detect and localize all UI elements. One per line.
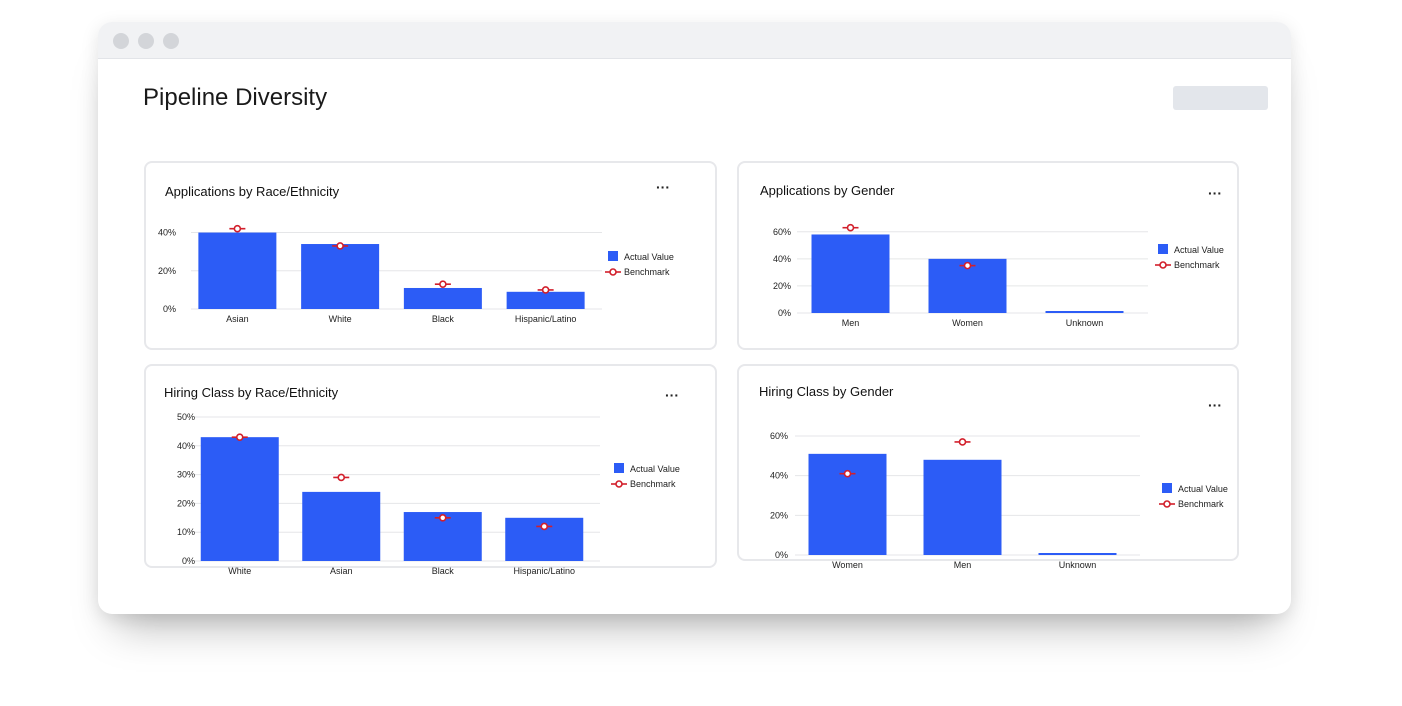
x-tick-label: Black: [432, 566, 455, 576]
window-dot-close[interactable]: [113, 33, 129, 49]
bar-white[interactable]: [200, 437, 279, 561]
page-title: Pipeline Diversity: [143, 84, 328, 111]
y-tick-label: 10%: [177, 527, 195, 537]
benchmark-marker[interactable]: [541, 286, 550, 294]
x-tick-label: Men: [954, 560, 972, 570]
legend-actual-label: Actual Value: [630, 464, 680, 474]
benchmark-marker[interactable]: [963, 261, 972, 270]
bar-white[interactable]: [301, 244, 380, 309]
y-tick-label: 50%: [177, 412, 195, 422]
chart-svg: 0% 20% 40% 60% Women Men Unknown Actual Value Be…: [770, 431, 1228, 570]
y-tick-label: 40%: [770, 471, 788, 481]
x-tick-label: White: [228, 566, 251, 576]
chart-title: Applications by Race/Ethnicity: [165, 184, 340, 199]
bar-hispanic-latino[interactable]: [506, 291, 585, 309]
legend-benchmark-label: Benchmark: [1178, 499, 1224, 509]
legend-benchmark-label: Benchmark: [624, 267, 670, 277]
y-tick-label: 30%: [177, 470, 195, 480]
browser-window: Pipeline Diversity Applications by Race/…: [98, 22, 1291, 614]
y-tick-label: 20%: [158, 266, 176, 276]
window-dot-minimize[interactable]: [138, 33, 154, 49]
legend-actual-swatch: [608, 251, 618, 261]
x-tick-label: Asian: [330, 566, 353, 576]
more-options-icon[interactable]: ···: [1208, 185, 1222, 201]
legend-benchmark-marker: [609, 268, 617, 276]
y-tick-label: 60%: [773, 227, 791, 237]
legend-actual-swatch: [1162, 483, 1172, 493]
x-tick-label: White: [329, 314, 352, 324]
legend-actual-swatch: [614, 463, 624, 473]
bar-asian[interactable]: [302, 491, 381, 561]
legend-benchmark-marker: [615, 480, 623, 488]
x-tick-label: Men: [842, 318, 860, 328]
x-tick-label: Black: [432, 314, 455, 324]
y-tick-label: 0%: [778, 308, 791, 318]
card-hiring-race: Hiring Class by Race/Ethnicity ··· 0% 10%…: [144, 364, 717, 576]
more-options-icon[interactable]: ···: [1208, 397, 1222, 413]
y-tick-label: 60%: [770, 431, 788, 441]
y-tick-label: 0%: [775, 550, 788, 560]
legend-benchmark-marker: [1163, 500, 1171, 508]
x-tick-label: Hispanic/Latino: [513, 566, 575, 576]
chart-title: Applications by Gender: [760, 183, 895, 198]
bar-asian[interactable]: [198, 232, 277, 309]
more-options-icon[interactable]: ···: [665, 387, 679, 403]
benchmark-marker[interactable]: [235, 433, 244, 441]
y-tick-label: 20%: [770, 510, 788, 520]
chart-svg: 0% 20% 40% 60% Men Women Unknown Actual Value Be…: [773, 223, 1224, 328]
x-tick-label: Unknown: [1059, 560, 1097, 570]
card-hiring-gender: Hiring Class by Gender ··· 0% 20% 40% 60% Wo…: [737, 364, 1239, 570]
card-applications-race: Applications by Race/Ethnicity ··· 0% 20%…: [144, 161, 717, 350]
x-tick-label: Unknown: [1066, 318, 1104, 328]
benchmark-marker[interactable]: [958, 438, 967, 446]
y-tick-label: 0%: [182, 556, 195, 566]
header-action-button[interactable]: [1173, 86, 1268, 110]
chart-svg: 0% 20% 40% Asian White Black Hispanic/Latino Ac…: [158, 224, 674, 324]
card-applications-gender: Applications by Gender ··· 0% 20% 40% 60% Me…: [737, 161, 1239, 350]
benchmark-marker[interactable]: [337, 473, 346, 482]
legend-actual-swatch: [1158, 244, 1168, 254]
bar-men[interactable]: [811, 234, 890, 313]
bar-women[interactable]: [808, 453, 887, 555]
more-options-icon[interactable]: ···: [656, 179, 670, 195]
chart-title: Hiring Class by Gender: [759, 384, 894, 399]
legend-actual-label: Actual Value: [624, 252, 674, 262]
legend-actual-label: Actual Value: [1174, 245, 1224, 255]
x-tick-label: Women: [832, 560, 863, 570]
legend-benchmark-marker: [1159, 261, 1167, 269]
y-tick-label: 40%: [773, 254, 791, 264]
legend-actual-label: Actual Value: [1178, 484, 1228, 494]
benchmark-marker[interactable]: [439, 280, 447, 288]
y-tick-label: 40%: [158, 228, 176, 238]
y-tick-label: 0%: [163, 304, 176, 314]
benchmark-marker[interactable]: [846, 223, 855, 232]
x-tick-label: Hispanic/Latino: [515, 314, 577, 324]
benchmark-marker[interactable]: [843, 469, 852, 478]
benchmark-marker[interactable]: [540, 522, 549, 531]
legend-benchmark-label: Benchmark: [1174, 260, 1220, 270]
benchmark-marker[interactable]: [438, 514, 447, 522]
x-tick-label: Women: [952, 318, 983, 328]
window-dot-maximize[interactable]: [163, 33, 179, 49]
window-titlebar: [98, 22, 1291, 59]
x-tick-label: Asian: [226, 314, 249, 324]
benchmark-marker[interactable]: [233, 224, 242, 233]
chart-title: Hiring Class by Race/Ethnicity: [164, 385, 339, 400]
y-tick-label: 40%: [177, 441, 195, 451]
bar-unknown[interactable]: [1038, 553, 1117, 555]
y-tick-label: 20%: [773, 281, 791, 291]
bar-unknown[interactable]: [1045, 311, 1124, 313]
bar-black[interactable]: [403, 287, 482, 309]
bar-men[interactable]: [923, 459, 1002, 555]
y-tick-label: 20%: [177, 498, 195, 508]
benchmark-marker[interactable]: [336, 242, 344, 250]
legend-benchmark-label: Benchmark: [630, 479, 676, 489]
chart-svg: 0% 10% 20% 30% 40% 50% White Asian Black Hispanic…: [177, 412, 680, 576]
